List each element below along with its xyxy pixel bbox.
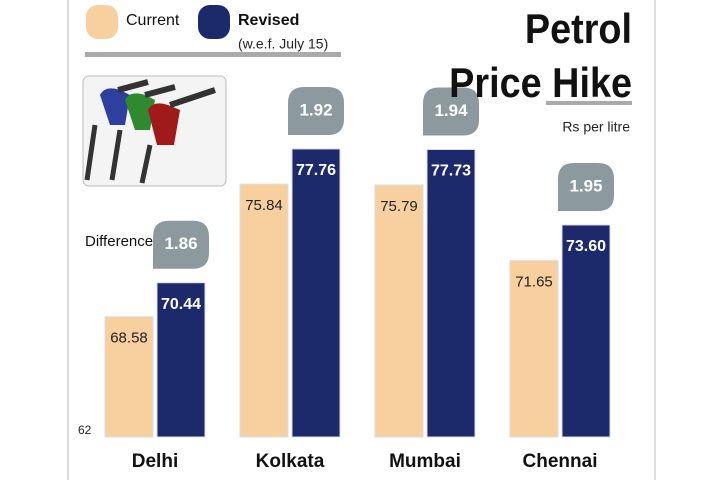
- bar: [426, 148, 476, 438]
- value-label: 70.44: [161, 296, 201, 313]
- x-tick-label: Delhi: [132, 451, 178, 472]
- pump-illustration: [82, 75, 227, 187]
- difference-bubble: [423, 87, 479, 136]
- difference-value: 1.94: [434, 101, 468, 120]
- legend-swatch: [86, 5, 118, 39]
- value-label: 75.79: [380, 198, 418, 215]
- bar: [561, 224, 611, 438]
- bar: [374, 184, 424, 438]
- difference-value: 1.95: [569, 176, 602, 195]
- difference-bubble: [558, 162, 614, 211]
- title-rule: [546, 101, 632, 105]
- bar: [239, 183, 289, 438]
- difference-bubble: [153, 220, 209, 269]
- y-tick-label: 62: [78, 423, 92, 437]
- bar: [104, 316, 154, 438]
- x-tick-label: Kolkata: [256, 451, 325, 472]
- legend-swatch: [198, 5, 230, 39]
- bar: [291, 148, 341, 438]
- legend-label: Current: [126, 12, 180, 29]
- difference-value: 1.92: [299, 100, 332, 119]
- bar: [509, 260, 559, 438]
- legend-label: Revised: [238, 12, 299, 29]
- difference-value: 1.86: [164, 234, 197, 253]
- value-label: 77.73: [431, 163, 471, 180]
- legend-rule: [85, 52, 341, 57]
- value-label: 75.84: [245, 197, 283, 214]
- unit-label: Rs per litre: [562, 119, 630, 135]
- bar: [156, 282, 206, 438]
- legend-note: (w.e.f. July 15): [238, 36, 328, 52]
- value-label: 73.60: [566, 238, 606, 255]
- x-tick-label: Mumbai: [389, 451, 461, 472]
- value-label: 71.65: [515, 274, 553, 291]
- difference-label: Difference: [85, 233, 153, 250]
- value-label: 68.58: [110, 330, 148, 347]
- value-label: 77.76: [296, 162, 336, 179]
- x-tick-label: Chennai: [523, 451, 598, 472]
- chart-title: Petrol Price Hike: [449, 5, 632, 106]
- difference-bubble: [288, 86, 344, 135]
